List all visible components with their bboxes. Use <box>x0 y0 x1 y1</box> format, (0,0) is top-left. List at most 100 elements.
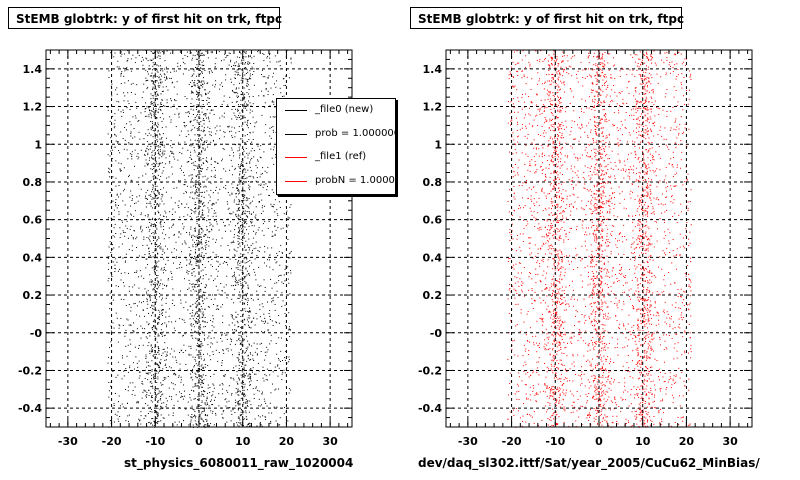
scatter-point <box>208 245 210 247</box>
scatter-point <box>241 222 243 224</box>
scatter-point <box>243 237 245 239</box>
scatter-point <box>155 244 157 246</box>
scatter-point <box>597 206 599 208</box>
scatter-point <box>197 385 199 387</box>
scatter-point <box>163 146 165 148</box>
scatter-point <box>199 242 201 244</box>
scatter-point <box>196 406 198 408</box>
scatter-point <box>189 261 191 263</box>
scatter-point <box>146 361 148 363</box>
scatter-point <box>200 423 202 425</box>
scatter-point <box>161 99 163 101</box>
scatter-point <box>146 258 148 260</box>
scatter-point <box>138 301 140 303</box>
scatter-point <box>212 109 214 111</box>
scatter-point <box>120 317 122 319</box>
scatter-point <box>241 362 243 364</box>
scatter-point <box>126 67 128 69</box>
scatter-point <box>245 67 247 69</box>
scatter-point <box>273 204 275 206</box>
scatter-point <box>521 70 523 72</box>
scatter-point <box>597 79 599 81</box>
scatter-point <box>158 353 160 355</box>
scatter-point <box>238 193 240 195</box>
y-tick-label: -0 <box>30 327 43 340</box>
scatter-point <box>234 168 236 170</box>
scatter-point <box>115 376 117 378</box>
scatter-point <box>557 333 559 335</box>
scatter-point <box>643 159 645 161</box>
scatter-point <box>201 369 203 371</box>
scatter-point <box>202 321 204 323</box>
scatter-point <box>244 303 246 305</box>
scatter-point <box>214 176 216 178</box>
scatter-point <box>197 129 199 131</box>
scatter-point <box>159 164 161 166</box>
scatter-point <box>595 340 597 342</box>
scatter-point <box>124 261 126 263</box>
scatter-point <box>197 405 199 407</box>
scatter-point <box>548 207 550 209</box>
scatter-point <box>118 324 120 326</box>
scatter-point <box>139 371 141 373</box>
scatter-point <box>574 166 576 168</box>
scatter-point <box>127 415 129 417</box>
scatter-point <box>152 122 154 124</box>
scatter-point <box>245 282 247 284</box>
scatter-point <box>245 364 247 366</box>
scatter-point <box>289 252 291 254</box>
scatter-point <box>188 246 190 248</box>
scatter-point <box>236 424 238 426</box>
scatter-point <box>643 107 645 109</box>
scatter-point <box>108 70 110 72</box>
scatter-point <box>156 416 158 418</box>
scatter-point <box>171 321 173 323</box>
scatter-point <box>191 57 193 59</box>
scatter-point <box>186 270 188 272</box>
scatter-point <box>124 188 126 190</box>
scatter-point <box>259 304 261 306</box>
scatter-point <box>189 121 191 123</box>
scatter-point <box>239 183 241 185</box>
scatter-point <box>233 273 235 275</box>
scatter-point <box>131 151 133 153</box>
scatter-point <box>240 374 242 376</box>
scatter-point <box>241 385 243 387</box>
scatter-point <box>264 374 266 376</box>
scatter-point <box>243 150 245 152</box>
scatter-point <box>235 311 237 313</box>
scatter-point <box>196 338 198 340</box>
scatter-point <box>233 379 235 381</box>
scatter-point <box>226 201 228 203</box>
scatter-point <box>238 259 240 261</box>
scatter-point <box>262 173 264 175</box>
scatter-point <box>143 277 145 279</box>
scatter-point <box>194 356 196 358</box>
scatter-point <box>175 256 177 258</box>
scatter-point <box>559 106 561 108</box>
scatter-point <box>240 283 242 285</box>
scatter-point <box>558 86 560 88</box>
scatter-point <box>118 196 120 198</box>
scatter-point <box>241 69 243 71</box>
scatter-point <box>212 280 214 282</box>
scatter-point <box>231 149 233 151</box>
scatter-point <box>272 149 274 151</box>
scatter-point <box>241 352 243 354</box>
scatter-point <box>148 256 150 258</box>
scatter-point <box>244 212 246 214</box>
scatter-point <box>244 135 246 137</box>
scatter-point <box>266 368 268 370</box>
scatter-point <box>172 383 174 385</box>
scatter-point <box>196 313 198 315</box>
scatter-point <box>150 205 152 207</box>
scatter-point <box>190 130 192 132</box>
scatter-point <box>591 375 593 377</box>
scatter-point <box>210 176 212 178</box>
scatter-point <box>166 400 168 402</box>
scatter-point <box>237 391 239 393</box>
scatter-point <box>240 164 242 166</box>
scatter-point <box>217 265 219 267</box>
scatter-point <box>244 226 246 228</box>
scatter-point <box>183 319 185 321</box>
